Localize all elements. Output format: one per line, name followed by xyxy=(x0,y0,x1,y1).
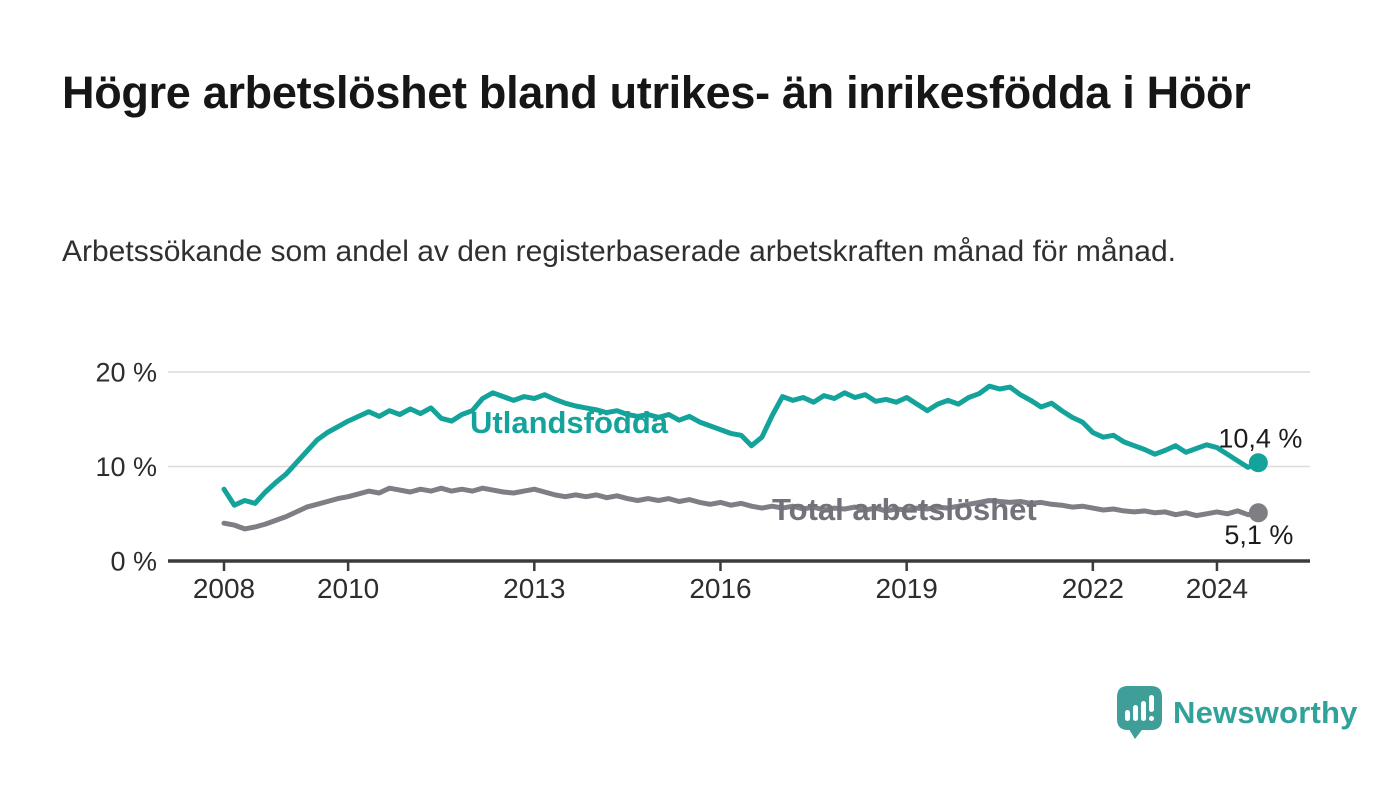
logo-bar-3 xyxy=(1141,701,1146,721)
logo-speech-bubble xyxy=(1117,686,1162,730)
series-label-utlandsf-dda: Utlandsfödda xyxy=(470,405,669,440)
newsworthy-logo-text: Newsworthy xyxy=(1173,695,1358,730)
x-tick-label-2008: 2008 xyxy=(193,573,255,604)
x-tick-label-2016: 2016 xyxy=(689,573,751,604)
logo-bar-1 xyxy=(1125,710,1130,721)
x-tick-label-2013: 2013 xyxy=(503,573,565,604)
x-tick-label-2010: 2010 xyxy=(317,573,379,604)
end-value-label-total-arbetsl-shet: 5,1 % xyxy=(1224,520,1293,550)
x-tick-label-2019: 2019 xyxy=(876,573,938,604)
newsworthy-logo-icon xyxy=(1117,686,1162,739)
logo-exclamation-dot xyxy=(1149,716,1154,721)
page-title: Högre arbetslöshet bland utrikes- än inr… xyxy=(62,67,1251,118)
x-tick-label-2022: 2022 xyxy=(1062,573,1124,604)
series-end-dot-total-arbetsl-shet xyxy=(1248,503,1268,523)
series-line-total-arbetsl-shet xyxy=(221,485,1261,532)
logo-exclamation-stem xyxy=(1149,695,1154,712)
newsworthy-logo: Newsworthy xyxy=(1116,686,1358,740)
unemployment-line-chart: 2008 2010 2013 2016 2019 2022 2024 0 % 10 % 20 % U… xyxy=(95,358,1310,604)
series-end-dot-utlandsf-dda xyxy=(1248,453,1268,473)
page-subtitle: Arbetssökande som andel av den registerb… xyxy=(62,235,1176,268)
logo-bar-2 xyxy=(1133,705,1138,721)
x-tick-label-2024: 2024 xyxy=(1186,573,1248,604)
y-tick-label-0: 0 % xyxy=(110,547,157,577)
series-label-total-arbetsl-shet: Total arbetslöshet xyxy=(772,492,1037,527)
y-tick-label-10: 10 % xyxy=(95,452,157,482)
series-line-utlandsf-dda xyxy=(221,383,1261,508)
end-value-label-utlandsf-dda: 10,4 % xyxy=(1218,424,1302,454)
logo-speech-bubble-tail xyxy=(1127,726,1145,739)
y-tick-label-20: 20 % xyxy=(95,358,157,388)
